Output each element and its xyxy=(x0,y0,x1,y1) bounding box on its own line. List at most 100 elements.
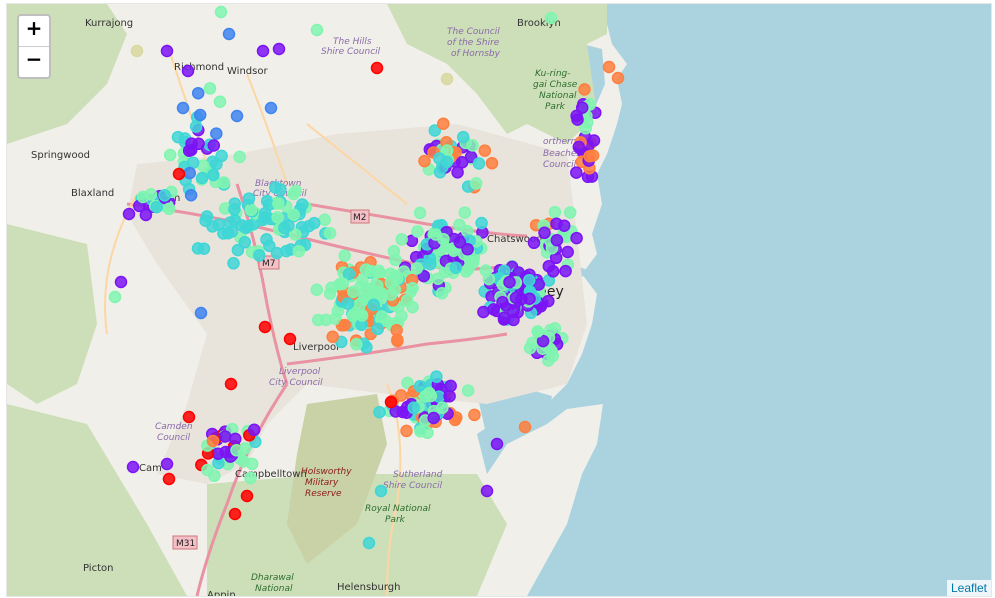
map-marker[interactable] xyxy=(274,183,287,196)
map-marker[interactable] xyxy=(400,294,414,307)
map-marker[interactable] xyxy=(245,457,259,471)
map-marker[interactable] xyxy=(184,188,198,202)
map-marker[interactable] xyxy=(292,244,306,258)
map-marker[interactable] xyxy=(247,423,261,437)
map-marker[interactable] xyxy=(253,249,266,262)
map-marker[interactable] xyxy=(546,265,560,278)
map-marker[interactable] xyxy=(192,137,205,151)
map-marker[interactable] xyxy=(342,267,356,281)
map-marker[interactable] xyxy=(523,341,537,355)
map-marker[interactable] xyxy=(440,155,454,169)
map-marker[interactable] xyxy=(371,322,385,336)
map-marker[interactable] xyxy=(227,257,240,270)
map-marker[interactable] xyxy=(475,216,488,230)
map-marker[interactable] xyxy=(158,189,171,202)
map-marker[interactable] xyxy=(374,484,388,498)
map-marker[interactable] xyxy=(122,207,136,221)
map-marker[interactable] xyxy=(114,275,128,289)
map-marker[interactable] xyxy=(213,95,227,108)
map-marker[interactable] xyxy=(456,130,470,144)
map-marker[interactable] xyxy=(451,166,464,179)
map-marker[interactable] xyxy=(258,320,272,334)
map-marker[interactable] xyxy=(150,200,163,214)
map-marker[interactable] xyxy=(318,213,331,227)
map-marker[interactable] xyxy=(139,208,153,222)
map-marker[interactable] xyxy=(496,296,509,309)
map-marker[interactable] xyxy=(182,410,196,424)
map-marker[interactable] xyxy=(527,236,541,250)
map-marker[interactable] xyxy=(240,489,254,503)
map-marker[interactable] xyxy=(233,150,246,164)
map-marker[interactable] xyxy=(310,23,324,37)
map-marker[interactable] xyxy=(195,171,209,185)
map-marker[interactable] xyxy=(238,236,252,249)
map-marker[interactable] xyxy=(515,292,528,306)
map-marker[interactable] xyxy=(411,225,424,238)
map-marker[interactable] xyxy=(437,117,450,130)
map-marker[interactable] xyxy=(583,149,596,163)
map-marker[interactable] xyxy=(319,313,333,327)
map-marker[interactable] xyxy=(395,233,408,246)
map-marker[interactable] xyxy=(215,149,228,163)
map-marker[interactable] xyxy=(210,127,223,140)
map-marker[interactable] xyxy=(572,140,586,154)
map-marker[interactable] xyxy=(229,432,242,446)
map-marker[interactable] xyxy=(444,379,457,393)
map-marker[interactable] xyxy=(244,471,257,485)
map-marker[interactable] xyxy=(401,376,414,390)
map-marker[interactable] xyxy=(391,272,404,285)
map-marker[interactable] xyxy=(417,269,431,283)
map-marker[interactable] xyxy=(443,389,456,403)
map-marker[interactable] xyxy=(326,330,339,344)
map-marker[interactable] xyxy=(325,281,338,294)
map-marker[interactable] xyxy=(478,144,492,157)
map-marker[interactable] xyxy=(206,434,220,448)
map-marker[interactable] xyxy=(207,168,220,182)
map-marker[interactable] xyxy=(307,216,321,230)
map-marker[interactable] xyxy=(611,71,625,85)
map-marker[interactable] xyxy=(256,44,270,58)
map-marker[interactable] xyxy=(230,444,243,457)
map-marker[interactable] xyxy=(518,420,532,434)
map-marker[interactable] xyxy=(384,395,398,409)
map-marker[interactable] xyxy=(480,484,494,498)
map-marker[interactable] xyxy=(222,27,236,41)
map-marker[interactable] xyxy=(108,290,122,304)
map-marker[interactable] xyxy=(228,507,242,521)
map-marker[interactable] xyxy=(203,82,217,95)
map-marker[interactable] xyxy=(260,233,273,246)
map-marker[interactable] xyxy=(310,283,324,296)
map-marker[interactable] xyxy=(579,121,592,135)
map-marker[interactable] xyxy=(228,203,241,216)
map-marker[interactable] xyxy=(271,211,284,224)
map-marker[interactable] xyxy=(384,288,398,301)
map-marker[interactable] xyxy=(181,64,195,78)
map-marker[interactable] xyxy=(162,472,176,486)
map-marker[interactable] xyxy=(542,294,555,308)
map-marker[interactable] xyxy=(410,262,424,275)
map-marker[interactable] xyxy=(418,154,431,168)
map-marker[interactable] xyxy=(544,11,558,25)
map-marker[interactable] xyxy=(338,318,352,332)
map-marker[interactable] xyxy=(563,206,577,219)
map-marker[interactable] xyxy=(531,325,544,338)
map-container[interactable]: Kurrajong Richmond Windsor Springwood Bl… xyxy=(6,3,992,597)
map-marker[interactable] xyxy=(375,310,389,323)
map-marker[interactable] xyxy=(160,457,174,471)
map-marker[interactable] xyxy=(390,324,403,337)
map-marker[interactable] xyxy=(191,242,205,255)
map-marker[interactable] xyxy=(296,198,309,211)
map-marker[interactable] xyxy=(458,206,472,219)
map-marker[interactable] xyxy=(189,120,203,133)
map-marker[interactable] xyxy=(431,272,445,285)
map-marker[interactable] xyxy=(162,202,176,216)
map-marker[interactable] xyxy=(437,232,450,246)
map-marker[interactable] xyxy=(212,218,226,231)
map-marker[interactable] xyxy=(440,72,454,86)
map-marker[interactable] xyxy=(214,5,228,19)
map-marker[interactable] xyxy=(490,437,504,451)
map-marker[interactable] xyxy=(407,401,420,415)
map-marker[interactable] xyxy=(561,245,574,259)
map-marker[interactable] xyxy=(427,411,440,425)
map-marker[interactable] xyxy=(341,297,355,310)
